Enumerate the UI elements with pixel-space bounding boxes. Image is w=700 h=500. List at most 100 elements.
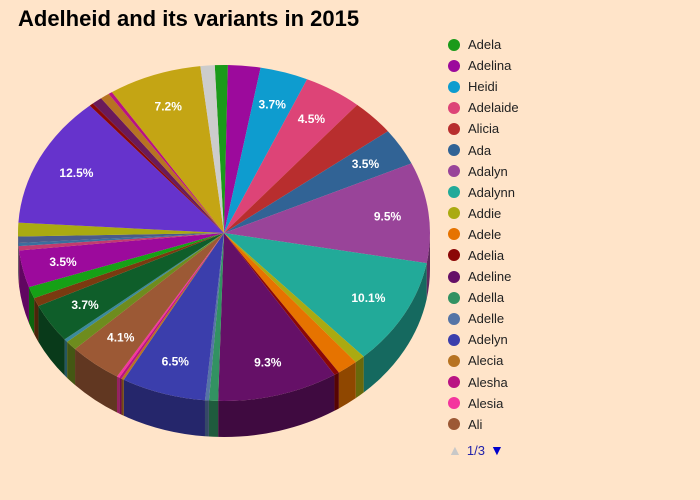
legend-label: Adelle bbox=[468, 311, 505, 327]
pie-slice-7[interactable] bbox=[224, 233, 427, 357]
legend: Adela Adelina Heidi Adelaide Alicia Ada Adalyn… bbox=[448, 34, 688, 458]
pie-slice-26[interactable] bbox=[18, 233, 224, 247]
pie-slice-side-21 bbox=[38, 305, 65, 376]
pie-slice-32[interactable] bbox=[101, 93, 224, 233]
legend-swatch bbox=[448, 80, 460, 93]
pie-slice-3[interactable] bbox=[224, 79, 358, 233]
pie-slice-16[interactable] bbox=[119, 233, 224, 379]
pie-slice-30[interactable] bbox=[89, 103, 224, 233]
legend-item[interactable]: Addie bbox=[448, 203, 688, 224]
pie-slice-side-20 bbox=[64, 339, 68, 378]
pie-slice-20[interactable] bbox=[64, 233, 225, 342]
legend-item[interactable]: Alesia bbox=[448, 393, 688, 414]
pie-slice-19[interactable] bbox=[67, 233, 224, 350]
legend-label: Addie bbox=[468, 205, 502, 221]
pie-slice-1[interactable] bbox=[224, 65, 261, 233]
legend-swatch bbox=[448, 207, 460, 220]
slice-label-7: 10.1% bbox=[351, 291, 385, 305]
pie-slice-29[interactable] bbox=[18, 105, 224, 233]
legend-swatch bbox=[448, 354, 460, 367]
pie-slice-33[interactable] bbox=[108, 92, 224, 233]
pie-slice-13[interactable] bbox=[204, 233, 224, 401]
pie-slice-17[interactable] bbox=[116, 233, 224, 378]
legend-swatch bbox=[448, 122, 460, 135]
pie-slice-28[interactable] bbox=[18, 222, 224, 237]
pie-slice-21[interactable] bbox=[38, 233, 224, 340]
legend-label: Adela bbox=[468, 37, 502, 53]
pie-slice-12[interactable] bbox=[208, 233, 224, 401]
chart-title: Adelheid and its variants in 2015 bbox=[18, 6, 360, 31]
pie-slice-6[interactable] bbox=[224, 163, 431, 264]
legend-swatch bbox=[448, 333, 460, 346]
legend-item[interactable]: Ada bbox=[448, 139, 688, 160]
pie-top-layer bbox=[18, 64, 431, 401]
pie-slice-9[interactable] bbox=[224, 233, 356, 373]
legend-item[interactable]: Adalyn bbox=[448, 161, 688, 182]
slice-label-21: 3.7% bbox=[71, 298, 99, 312]
pie-slice-11[interactable] bbox=[218, 233, 335, 401]
legend-item[interactable]: Adela bbox=[448, 34, 688, 55]
pie-slice-34[interactable] bbox=[111, 66, 224, 234]
legend-item[interactable]: Alesha bbox=[448, 372, 688, 393]
legend-item[interactable]: Ali bbox=[448, 414, 688, 435]
pie-slice-side-23 bbox=[28, 287, 35, 335]
slice-label-11: 9.3% bbox=[254, 356, 282, 370]
legend-label: Adelaide bbox=[468, 100, 519, 116]
legend-swatch bbox=[448, 101, 460, 114]
pie-slice-side-16 bbox=[119, 377, 122, 415]
legend-item[interactable]: Adalynn bbox=[448, 182, 688, 203]
pie-slice-side-17 bbox=[116, 376, 120, 414]
legend-swatch bbox=[448, 59, 460, 72]
legend-item[interactable]: Adele bbox=[448, 224, 688, 245]
legend-page-label: 1/3 bbox=[466, 442, 485, 458]
pie-slice-8[interactable] bbox=[224, 233, 364, 363]
pie-slice-side-9 bbox=[338, 362, 356, 409]
pie-slice-24[interactable] bbox=[19, 233, 225, 288]
pie-slice-27[interactable] bbox=[18, 233, 225, 243]
pie-slice-5[interactable] bbox=[224, 131, 412, 233]
legend-swatch bbox=[448, 376, 460, 389]
pie-slice-35[interactable] bbox=[200, 65, 224, 233]
pie-slice-31[interactable] bbox=[92, 98, 224, 233]
pie-slice-4[interactable] bbox=[224, 104, 388, 233]
legend-item[interactable]: Alecia bbox=[448, 350, 688, 371]
pie-slice-side-19 bbox=[67, 341, 76, 386]
legend-item[interactable]: Adeline bbox=[448, 266, 688, 287]
legend-item[interactable]: Adelina bbox=[448, 55, 688, 76]
legend-items: Adela Adelina Heidi Adelaide Alicia Ada Adalyn… bbox=[448, 34, 688, 435]
pie-slice-15[interactable] bbox=[121, 233, 224, 380]
legend-item[interactable]: Heidi bbox=[448, 76, 688, 97]
legend-item[interactable]: Adelyn bbox=[448, 329, 688, 350]
legend-item[interactable]: Adelaide bbox=[448, 97, 688, 118]
legend-item[interactable]: Adella bbox=[448, 287, 688, 308]
legend-label: Alecia bbox=[468, 353, 504, 369]
legend-swatch bbox=[448, 186, 460, 199]
pie-slice-side-22 bbox=[34, 298, 39, 342]
legend-item[interactable]: Adelle bbox=[448, 308, 688, 329]
triangle-down-icon[interactable]: ▼ bbox=[489, 442, 504, 459]
pie-slice-0[interactable] bbox=[214, 64, 228, 233]
pie-slice-side-15 bbox=[121, 378, 124, 416]
pie-slice-2[interactable] bbox=[224, 67, 308, 233]
pie-slice-10[interactable] bbox=[224, 233, 339, 375]
legend-swatch bbox=[448, 312, 460, 325]
pie-slice-25[interactable] bbox=[18, 233, 224, 251]
legend-item[interactable]: Alicia bbox=[448, 118, 688, 139]
pie-slice-side-10 bbox=[334, 372, 339, 411]
pie-slice-18[interactable] bbox=[75, 233, 224, 377]
pie-slice-14[interactable] bbox=[123, 233, 224, 401]
legend-item[interactable]: Adelia bbox=[448, 245, 688, 266]
pie-depth-layer bbox=[18, 233, 430, 437]
pie-slice-23[interactable] bbox=[28, 233, 224, 299]
pie-slice-side-7 bbox=[363, 263, 427, 393]
pie-slice-side-12 bbox=[208, 400, 219, 437]
legend-label: Adelyn bbox=[468, 332, 508, 348]
pie-slice-22[interactable] bbox=[34, 233, 225, 306]
slice-label-24: 3.5% bbox=[49, 255, 77, 269]
legend-label: Alesia bbox=[468, 395, 504, 411]
triangle-up-icon[interactable]: ▲ bbox=[448, 442, 462, 459]
legend-label: Heidi bbox=[468, 79, 498, 95]
legend-swatch bbox=[448, 270, 460, 283]
legend-label: Adelia bbox=[468, 247, 505, 263]
